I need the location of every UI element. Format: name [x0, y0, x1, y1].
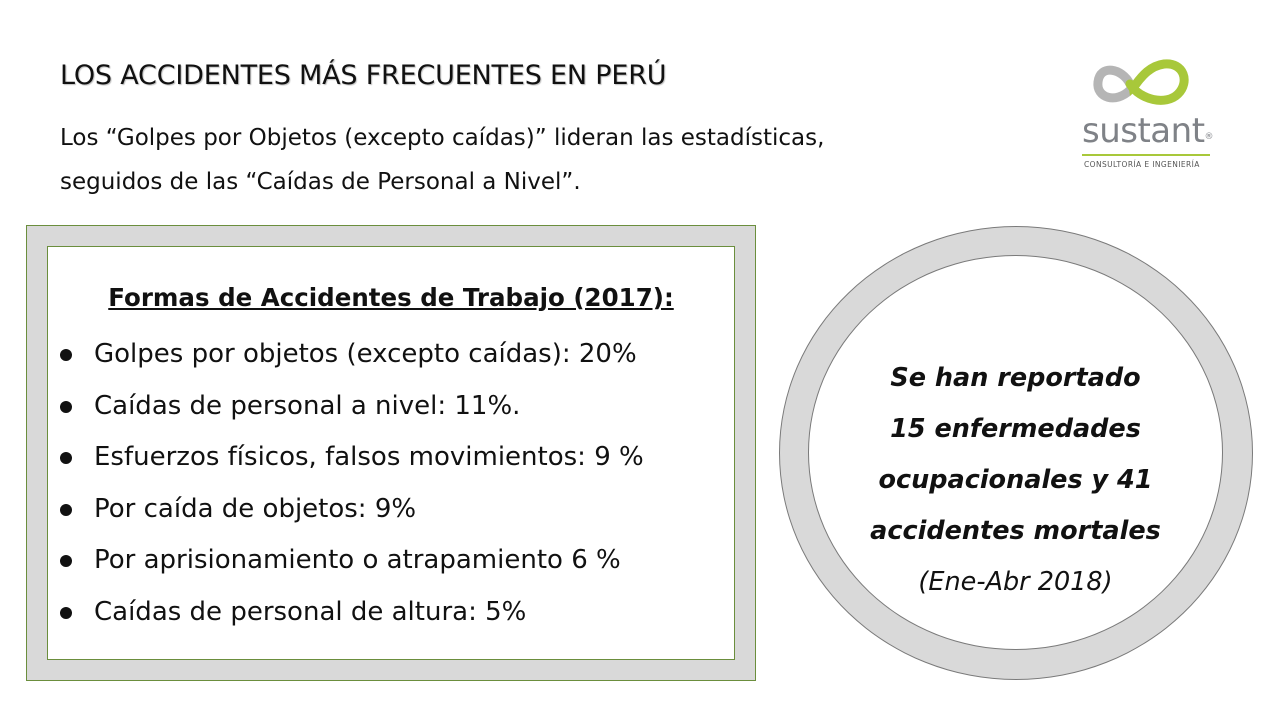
list-item: Caídas de personal de altura: 5% [60, 587, 644, 639]
list-item: Esfuerzos físicos, falsos movimientos: 9… [60, 432, 644, 484]
list-item-text: Por caída de objetos: 9% [94, 493, 417, 524]
page-title: LOS ACCIDENTES MÁS FRECUENTES EN PERÚ [60, 60, 667, 91]
callout-date-range: (Ene-Abr 2018) [918, 567, 1113, 597]
list-item: Por caída de objetos: 9% [60, 484, 644, 536]
list-item: Caídas de personal a nivel: 11%. [60, 381, 644, 433]
accidents-heading: Formas de Accidentes de Trabajo (2017): [108, 283, 674, 312]
bullet-icon [60, 555, 72, 567]
callout-line-2: 15 enfermedades [890, 414, 1141, 444]
accidents-frame: Formas de Accidentes de Trabajo (2017): … [26, 225, 756, 681]
callout-line-1: Se han reportado [890, 363, 1141, 393]
bullet-icon [60, 400, 72, 413]
callout-line-3: ocupacionales y 41 [878, 465, 1153, 495]
list-item-text: Golpes por objetos (excepto caídas): 20% [94, 339, 637, 369]
page-subtitle: Los “Golpes por Objetos (excepto caídas)… [60, 116, 960, 204]
bullet-icon [60, 349, 72, 361]
subtitle-line-2: seguidos de las “Caídas de Personal a Ni… [60, 169, 581, 195]
callout-ring: Se han reportado 15 enfermedades ocupaci… [779, 226, 1253, 680]
logo-tagline: CONSULTORÍA E INGENIERÍA [1084, 160, 1200, 169]
list-item-text: Caídas de personal a nivel: 11%. [94, 390, 521, 421]
bullet-icon [60, 503, 72, 516]
list-item-text: Esfuerzos físicos, falsos movimientos: 9… [94, 442, 644, 472]
list-item: Por aprisionamiento o atrapamiento 6 % [60, 535, 644, 587]
infinity-logo-icon [1093, 59, 1189, 105]
accidents-box: Formas de Accidentes de Trabajo (2017): … [47, 246, 735, 660]
subtitle-line-1: Los “Golpes por Objetos (excepto caídas)… [60, 125, 825, 151]
logo-underline [1082, 154, 1210, 156]
list-item-text: Caídas de personal de altura: 5% [94, 596, 527, 627]
logo-word-text: sustant [1082, 111, 1205, 151]
bullet-icon [60, 606, 72, 619]
callout-text: Se han reportado 15 enfermedades ocupaci… [809, 353, 1222, 608]
logo-wordmark: sustant® [1082, 111, 1214, 151]
accidents-list: Golpes por objetos (excepto caídas): 20%… [60, 329, 644, 638]
logo-trademark: ® [1204, 132, 1214, 142]
list-item-text: Por aprisionamiento o atrapamiento 6 % [94, 545, 621, 575]
callout-circle: Se han reportado 15 enfermedades ocupaci… [808, 255, 1223, 650]
callout-line-4: accidentes mortales [870, 516, 1161, 546]
bullet-icon [60, 452, 72, 464]
list-item: Golpes por objetos (excepto caídas): 20% [60, 329, 644, 381]
sustant-logo: sustant® CONSULTORÍA E INGENIERÍA [1076, 54, 1226, 174]
